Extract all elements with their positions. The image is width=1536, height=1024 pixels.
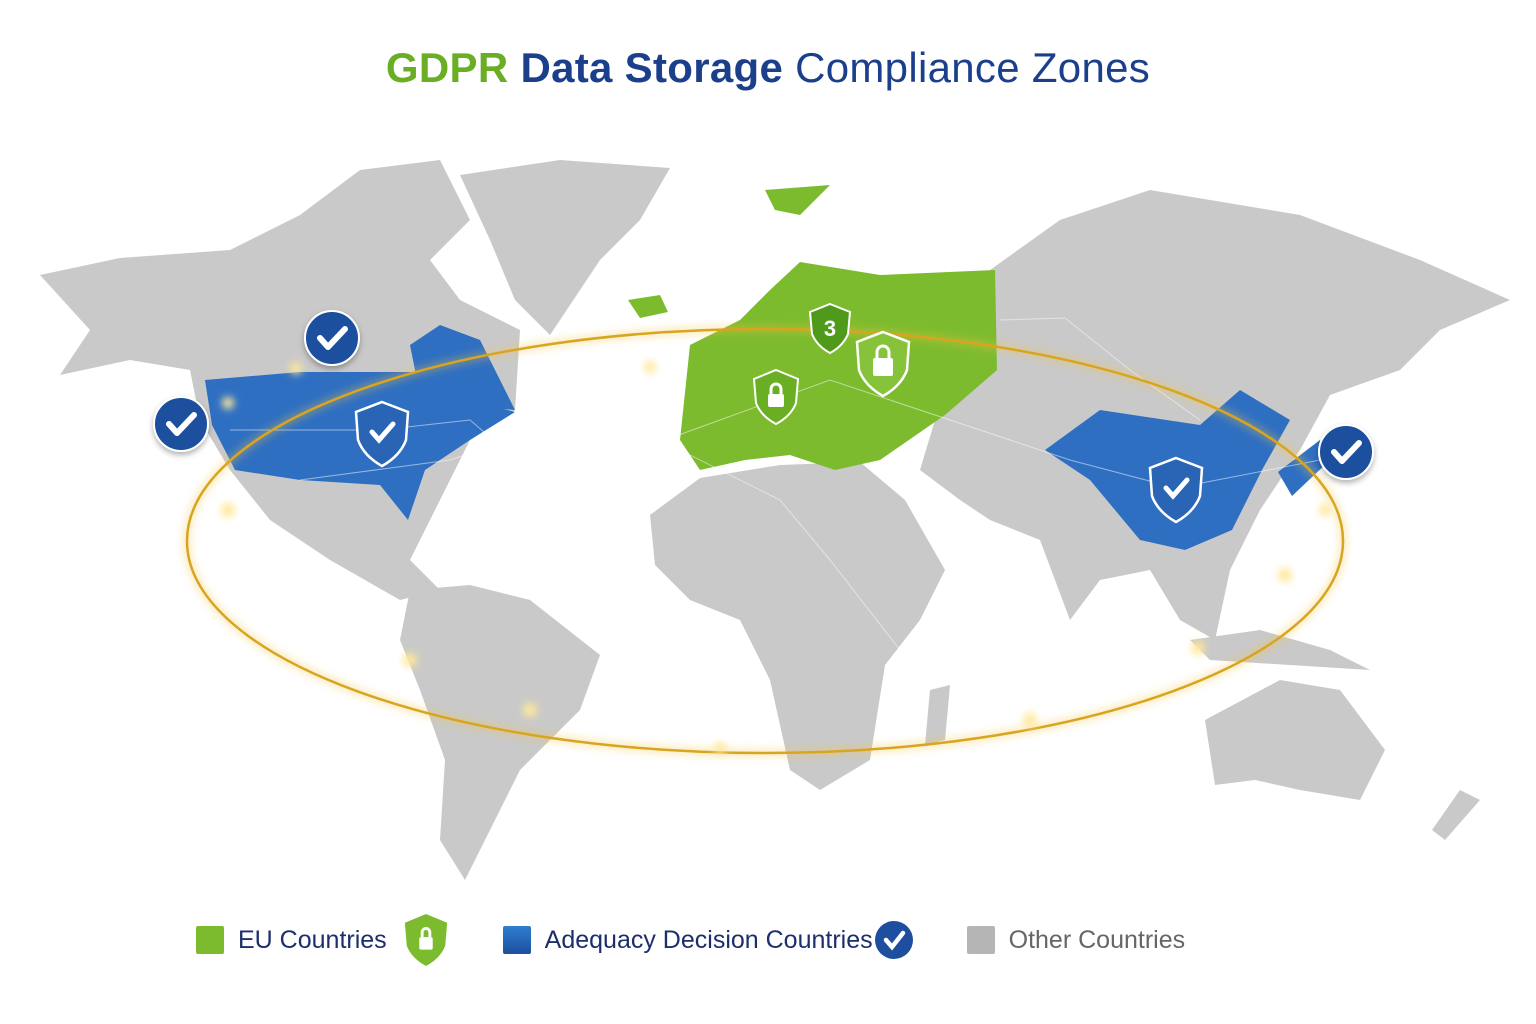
europe [680,262,997,470]
legend-other: Other Countries [966,926,1185,955]
eu-swatch [196,926,224,954]
other-countries [40,160,1510,880]
shield-lock-icon [752,368,800,426]
legend-eu: EU Countries [196,912,451,968]
svalbard [765,185,830,215]
canada-east [410,325,515,410]
iceland [628,295,668,318]
eu-countries [628,185,997,470]
shield-number: 3 [824,316,836,341]
shield-number-icon: 3 [808,302,852,355]
check-circle-icon [304,310,360,366]
adequacy-swatch [502,926,531,954]
adequacy-badges [153,310,1374,524]
compliance-ring [183,325,1347,757]
africa [650,462,945,790]
australia [1205,680,1385,800]
madagascar [925,685,950,745]
check-circle-icon [1318,424,1374,480]
legend: EU Countries Adequacy Decision Countries… [196,912,1237,968]
network-lines [230,317,1321,651]
greenland [460,160,670,335]
check-circle-icon [874,921,913,959]
page-title: GDPR Data Storage Compliance Zones [385,44,1151,91]
other-swatch [966,926,995,954]
new-zealand [1432,790,1480,840]
legend-adequacy: Adequacy Decision Countries [502,919,915,961]
shield-check-icon [1148,456,1204,524]
eu-shields: 3 [752,302,911,426]
shield-lock-icon [404,914,447,966]
shield-check-icon [354,400,410,468]
shield-lock-icon [855,330,911,398]
check-circle-icon [153,396,209,452]
